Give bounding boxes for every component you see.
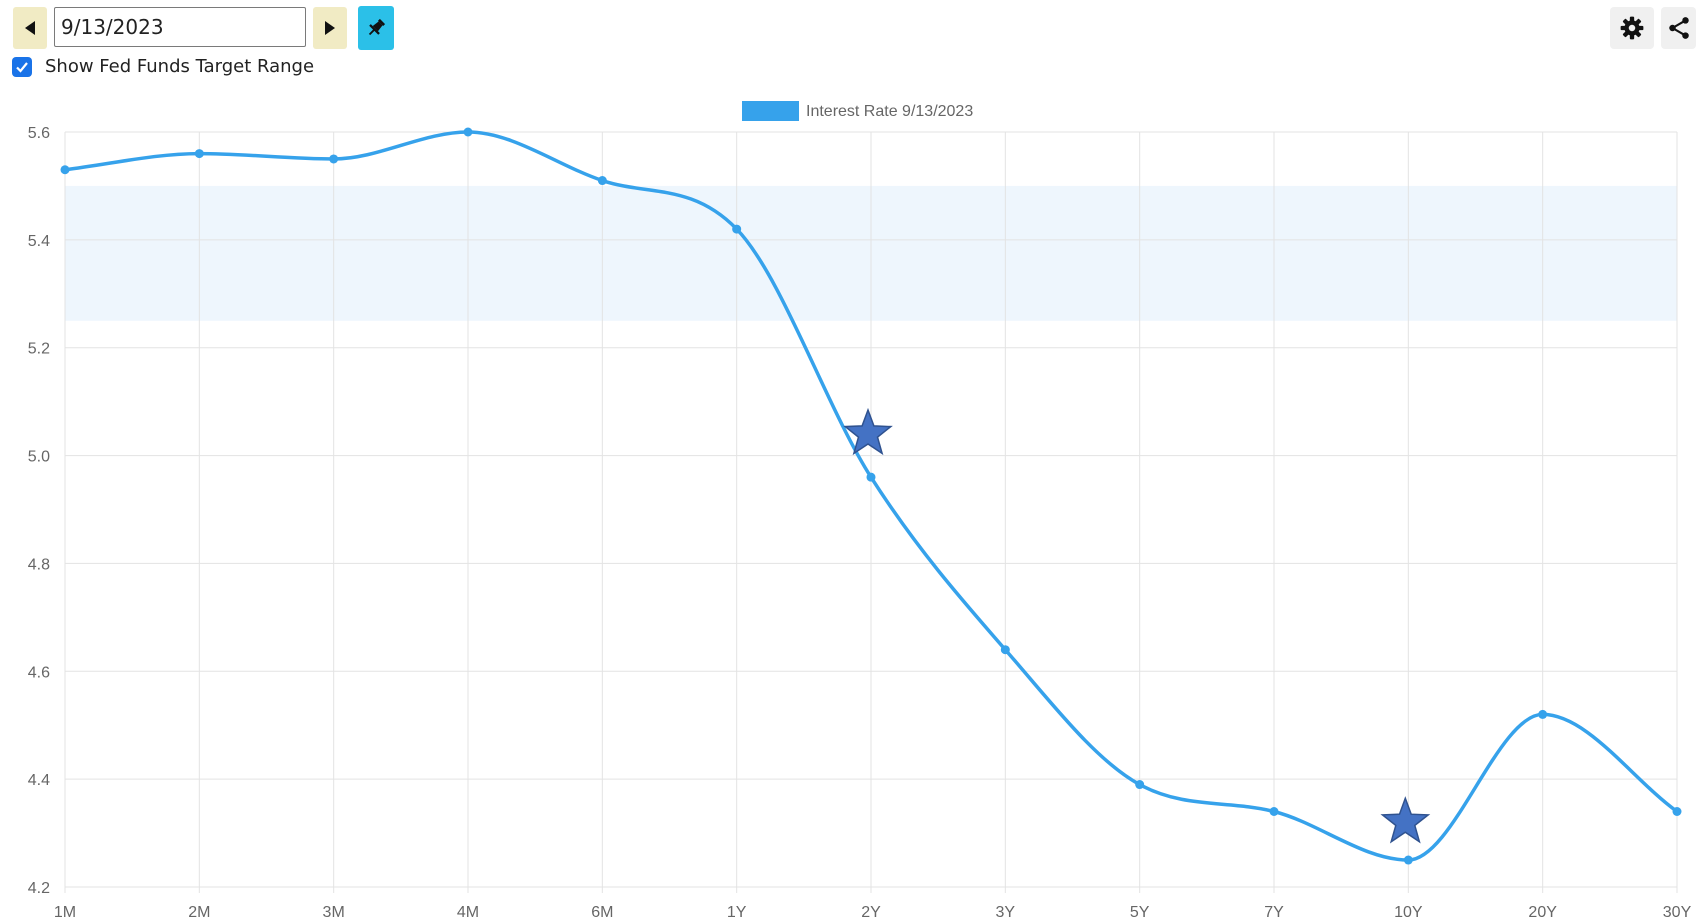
x-tick-label: 1M <box>54 904 76 921</box>
y-tick-label: 5.4 <box>28 233 50 250</box>
fed-funds-toggle[interactable]: Show Fed Funds Target Range <box>12 56 314 77</box>
x-tick-label: 2M <box>188 904 210 921</box>
triangle-right-icon <box>324 20 336 36</box>
previous-date-button[interactable] <box>13 7 47 49</box>
data-point <box>195 149 204 158</box>
share-icon <box>1666 15 1692 41</box>
data-point <box>1538 710 1547 719</box>
pin-icon <box>365 17 387 39</box>
next-date-button[interactable] <box>313 7 347 49</box>
checkbox-label: Show Fed Funds Target Range <box>45 56 314 77</box>
date-input[interactable] <box>54 7 306 47</box>
data-point <box>464 128 473 137</box>
checkbox-checked[interactable] <box>12 57 32 77</box>
settings-button[interactable] <box>1610 7 1654 49</box>
legend-label: Interest Rate 9/13/2023 <box>806 103 973 120</box>
yield-curve-chart: 5.6 5.4 5.2 5.0 4.8 4.6 4.4 4.21M 2M 3M 4M 6M 1Y 2Y 3Y… <box>0 88 1696 921</box>
data-point <box>1135 780 1144 789</box>
x-tick-label: 30Y <box>1663 904 1692 921</box>
pin-button[interactable] <box>358 6 394 50</box>
y-tick-label: 4.2 <box>28 880 50 897</box>
x-tick-label: 2Y <box>861 904 881 921</box>
x-tick-label: 7Y <box>1264 904 1284 921</box>
x-tick-label: 1Y <box>727 904 747 921</box>
data-point <box>732 225 741 234</box>
y-tick-label: 4.4 <box>28 772 50 789</box>
y-tick-label: 5.2 <box>28 341 50 358</box>
y-tick-label: 4.8 <box>28 556 50 573</box>
data-point <box>329 154 338 163</box>
y-tick-label: 5.0 <box>28 449 50 466</box>
x-tick-label: 3Y <box>996 904 1016 921</box>
x-tick-label: 10Y <box>1394 904 1423 921</box>
gear-icon <box>1619 15 1645 41</box>
toolbar <box>0 0 1696 52</box>
y-tick-label: 5.6 <box>28 125 50 142</box>
data-point <box>1270 807 1279 816</box>
data-point <box>1673 807 1682 816</box>
x-tick-label: 20Y <box>1528 904 1557 921</box>
legend-swatch <box>742 101 799 121</box>
checkmark-icon <box>15 60 29 74</box>
x-tick-label: 4M <box>457 904 479 921</box>
x-tick-label: 5Y <box>1130 904 1150 921</box>
x-tick-label: 3M <box>323 904 345 921</box>
data-point <box>598 176 607 185</box>
share-button[interactable] <box>1661 7 1696 49</box>
y-tick-label: 4.6 <box>28 664 50 681</box>
data-point <box>1404 856 1413 865</box>
data-point <box>1001 645 1010 654</box>
star-marker <box>1383 798 1429 841</box>
data-point <box>61 165 70 174</box>
data-point <box>867 473 876 482</box>
triangle-left-icon <box>24 20 36 36</box>
x-tick-label: 6M <box>591 904 613 921</box>
